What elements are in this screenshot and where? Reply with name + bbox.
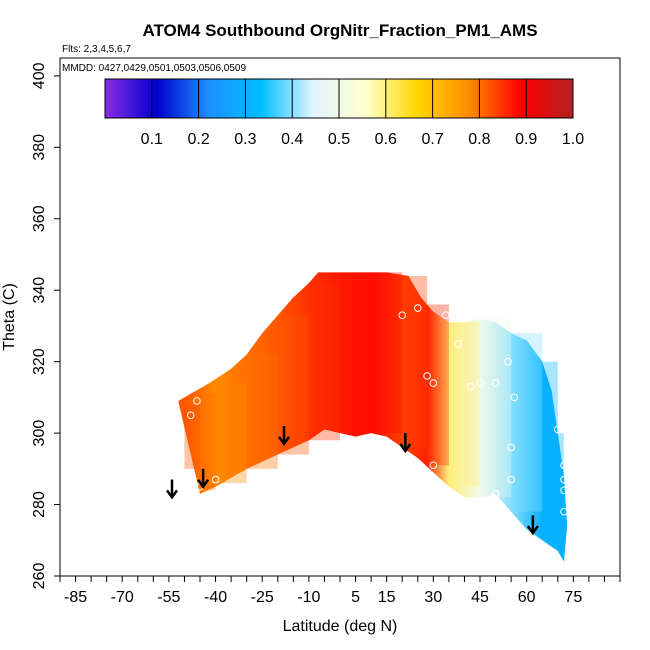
observation-point: [398, 311, 407, 320]
x-axis-label: Latitude (deg N): [283, 618, 398, 635]
observation-point: [507, 475, 515, 484]
observation-point: [413, 304, 422, 312]
y-tick-label: 280: [31, 491, 48, 518]
field-cell: [277, 315, 309, 455]
field-cell: [371, 272, 403, 434]
y-tick-label: 260: [31, 563, 48, 590]
colorbar-tick-label: 0.4: [281, 131, 303, 148]
observation-point: [407, 268, 416, 277]
observation-point: [560, 486, 568, 495]
field-layer: [178, 272, 568, 562]
observation-point: [510, 393, 519, 402]
observation-point: [476, 500, 484, 509]
colorbar-tick-label: 0.2: [187, 131, 209, 148]
colorbar-tick-label: 0.8: [468, 131, 490, 148]
field-cell: [511, 333, 543, 512]
arrow-head: [399, 443, 412, 454]
observation-point: [193, 397, 201, 405]
field-cell: [215, 383, 247, 484]
observation-point: [553, 425, 562, 434]
flights-subtitle: Flts: 2,3,4,5,6,7: [62, 44, 131, 55]
y-tick-label: 300: [31, 420, 48, 447]
x-tick-label: -10: [297, 589, 320, 606]
x-axis: -85 -70 -55 -40 -25 -10 5 15 30 45 60 75: [59, 576, 621, 606]
colorbar-tick-label: 0.5: [328, 131, 350, 148]
observation-point: [441, 311, 450, 320]
observation-point: [476, 379, 484, 387]
observation-point: [211, 475, 220, 484]
colorbar-tick-label: 0.1: [141, 131, 163, 148]
observation-point: [491, 379, 500, 387]
field-cell: [427, 304, 449, 466]
colorbar-ticks: 0.1 0.2 0.3 0.4 0.5 0.6 0.7 0.8 0.9 1.0: [141, 79, 584, 148]
x-tick-label: 75: [564, 589, 582, 606]
colorbar-tick-label: 0.6: [375, 131, 397, 148]
arrow-head: [165, 489, 179, 500]
observation-point: [491, 490, 500, 498]
arrow-head: [526, 525, 539, 536]
field-cell: [308, 283, 340, 441]
x-tick-label: -25: [251, 589, 274, 606]
y-tick-label: 340: [31, 277, 48, 304]
x-tick-label: 15: [378, 589, 396, 606]
x-tick-label: 45: [471, 589, 489, 606]
colorbar-tick-label: 0.7: [421, 131, 443, 148]
arrow-head: [277, 436, 291, 446]
x-tick-label: 60: [518, 589, 536, 606]
observation-point: [507, 443, 515, 452]
x-tick-label: -70: [111, 589, 134, 606]
field-cell: [340, 272, 372, 434]
arrow-head: [197, 478, 210, 489]
y-axis: 260 280 300 320 340 360 380 400: [31, 62, 60, 589]
y-tick-label: 320: [31, 348, 48, 375]
field-cell: [184, 404, 200, 469]
observation-point: [423, 372, 431, 380]
y-tick-label: 380: [31, 134, 48, 161]
observation-point: [466, 382, 475, 391]
observation-point: [186, 411, 195, 420]
observation-point: [454, 339, 463, 348]
x-tick-label: -55: [157, 589, 180, 606]
dates-subtitle: MMDD: 0427,0429,0501,0503,0506,0509: [62, 63, 246, 74]
field-cell: [200, 393, 216, 491]
field-cell: [480, 318, 512, 498]
colorbar-tick-label: 0.3: [234, 131, 256, 148]
field-cell: [402, 275, 428, 448]
field-cell: [542, 361, 558, 541]
colorbar-tick-label: 1.0: [562, 131, 584, 148]
observation-point: [560, 507, 568, 516]
arrow-markers: [165, 425, 539, 536]
y-tick-label: 360: [31, 205, 48, 232]
x-tick-label: -40: [204, 589, 227, 606]
colorbar: 0.1 0.2 0.3 0.4 0.5 0.6 0.7 0.8 0.9 1.0: [104, 78, 584, 148]
observation-point: [560, 475, 568, 484]
observation-point: [504, 357, 512, 366]
x-tick-label: 30: [424, 589, 442, 606]
observation-point: [429, 379, 438, 387]
field-cell: [448, 322, 480, 487]
y-axis-label: Theta (C): [1, 283, 18, 351]
x-tick-label: -85: [64, 589, 87, 606]
observation-points: [186, 268, 568, 516]
observation-point: [560, 461, 568, 470]
x-tick-label: 5: [351, 589, 360, 606]
observation-point: [429, 461, 438, 470]
colorbar-tick-label: 0.9: [515, 131, 537, 148]
chart-title: ATOM4 Southbound OrgNitr_Fraction_PM1_AM…: [142, 21, 537, 40]
y-tick-label: 400: [31, 62, 48, 89]
field-region: [178, 272, 568, 562]
field-cell: [246, 354, 278, 469]
